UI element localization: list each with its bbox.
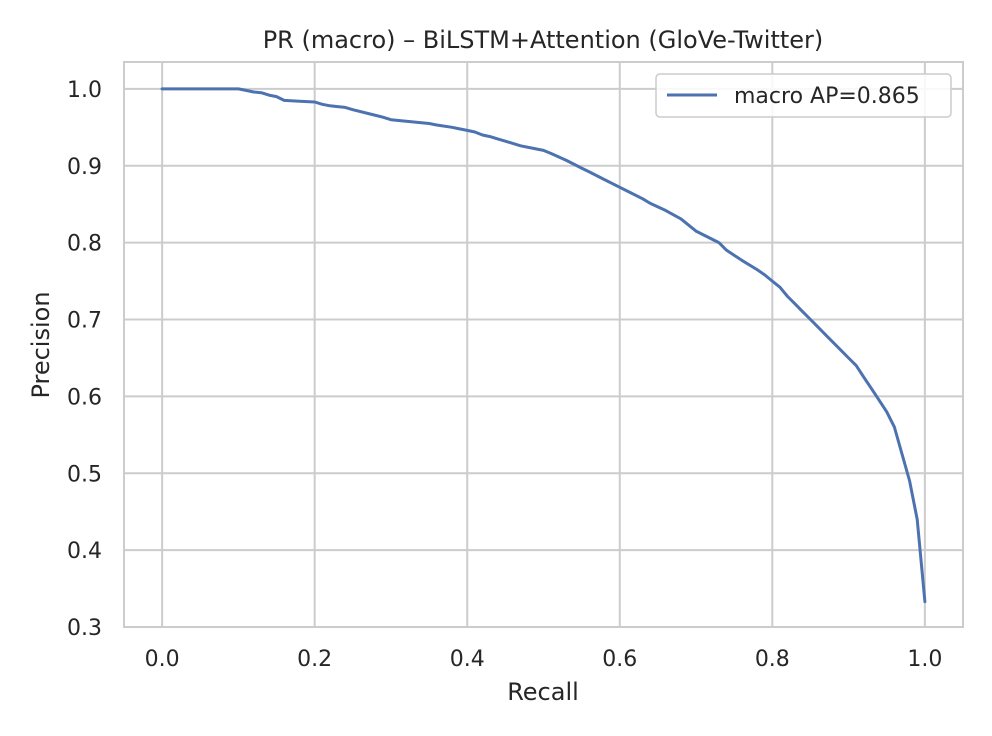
chart-title: PR (macro) – BiLSTM+Attention (GloVe-Twi… — [263, 26, 824, 54]
legend: macro AP=0.865 — [655, 73, 952, 118]
legend-label: macro AP=0.865 — [734, 84, 920, 109]
y-tick-label: 0.4 — [67, 539, 102, 564]
y-axis-label: Precision — [27, 291, 55, 398]
x-tick-label: 0.2 — [297, 647, 332, 672]
x-tick-label: 0.8 — [755, 647, 790, 672]
y-tick-label: 0.8 — [67, 232, 102, 257]
y-tick-label: 1.0 — [67, 78, 102, 103]
series-line-0 — [160, 87, 927, 604]
x-tick-labels: 0.0 0.2 0.4 0.6 0.8 1.0 — [145, 647, 943, 672]
plot-frame — [123, 61, 964, 628]
y-tick-label: 0.9 — [67, 155, 102, 180]
x-tick-label: 0.0 — [145, 647, 180, 672]
y-tick-label: 0.3 — [67, 616, 102, 641]
y-tick-labels: 0.3 0.4 0.5 0.6 0.7 0.8 0.9 1.0 — [67, 78, 102, 641]
x-tick-label: 0.4 — [450, 647, 485, 672]
legend-box — [655, 73, 952, 118]
y-tick-label: 0.6 — [67, 385, 102, 410]
x-tick-label: 1.0 — [907, 647, 942, 672]
y-tick-label: 0.7 — [67, 309, 102, 334]
x-tick-label: 0.6 — [602, 647, 637, 672]
series-layer — [160, 87, 927, 604]
x-axis-label: Recall — [507, 678, 579, 706]
y-tick-label: 0.5 — [67, 462, 102, 487]
